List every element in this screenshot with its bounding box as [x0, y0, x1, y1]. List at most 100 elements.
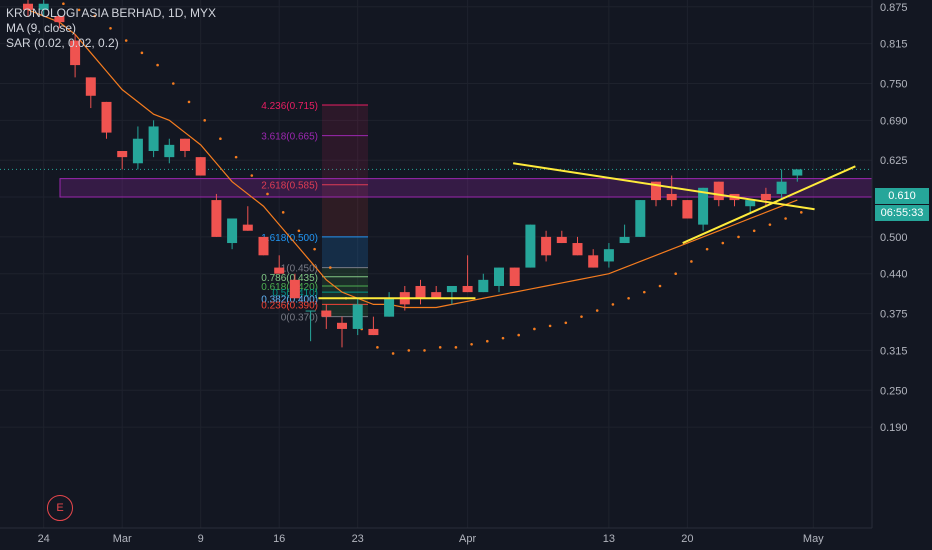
candle	[478, 273, 489, 293]
candle-body	[305, 310, 316, 312]
sar-dot	[376, 346, 379, 349]
candle	[180, 138, 190, 158]
sar-dot	[595, 309, 599, 312]
sar-dot	[690, 260, 693, 263]
trendline[interactable]	[512, 162, 815, 211]
candle	[760, 187, 771, 207]
ma-legend[interactable]: MA (9, close)	[6, 21, 77, 35]
candle	[698, 187, 709, 231]
candle	[85, 77, 96, 109]
candle	[572, 236, 583, 256]
trendline[interactable]	[682, 165, 856, 244]
fib-level-label: 4.236(0.715)	[261, 101, 318, 112]
candle	[148, 120, 159, 158]
candle-body	[180, 138, 190, 151]
time-tick-label: 20	[681, 533, 693, 545]
candle	[195, 157, 206, 176]
trendline-drawings[interactable]	[318, 162, 856, 300]
candle	[588, 249, 599, 268]
price-tick-label: 0.815	[880, 39, 908, 51]
time-tick-label: 23	[352, 533, 364, 545]
time-tick-label: May	[803, 533, 824, 545]
candle-body	[274, 267, 285, 274]
price-tick-label: 0.250	[880, 385, 908, 397]
candle-body	[227, 218, 238, 244]
time-tick-label: 16	[273, 533, 285, 545]
countdown-tag: 06:55:33	[875, 205, 929, 221]
sar-dot	[454, 346, 458, 349]
candle-body	[85, 77, 96, 96]
candle	[603, 243, 614, 268]
sar-dot	[391, 352, 395, 355]
chart-legend: KRONOLOGI ASIA BERHAD, 1D, MYX MA (9, cl…	[6, 6, 216, 51]
candle-body	[242, 224, 253, 231]
resistance-zone[interactable]	[59, 178, 873, 198]
fib-band	[322, 184, 368, 237]
moving-average	[27, 9, 798, 309]
sar-dot	[438, 346, 442, 349]
sar-dot	[423, 349, 426, 352]
sar-dot	[486, 339, 489, 343]
sar-dot	[784, 217, 787, 220]
sar-dot	[219, 137, 222, 141]
candle	[619, 224, 630, 244]
sar-legend[interactable]: SAR (0.02, 0.02, 0.2)	[6, 36, 119, 50]
candle	[635, 200, 646, 237]
price-axis[interactable]: 0.8750.8150.7500.6900.6250.5650.5000.440…	[871, 0, 908, 528]
candle	[541, 230, 552, 262]
candle	[305, 310, 316, 342]
candle	[337, 316, 347, 348]
price-tick-label: 0.375	[880, 309, 908, 321]
sar-dot	[234, 155, 238, 159]
price-tick-label: 0.315	[880, 345, 908, 357]
sar-dot	[580, 315, 583, 318]
price-tick-label: 0.750	[880, 79, 908, 91]
time-tick-label: 9	[198, 533, 204, 545]
sar-dot	[250, 174, 254, 177]
fibonacci-extension[interactable]: 4.236(0.715) 3.618(0.665) 2.618(0.585) 1.61…	[261, 101, 368, 324]
candle-body	[478, 279, 489, 293]
candle-body	[195, 157, 206, 176]
sar-dot	[187, 100, 191, 104]
candle-body	[572, 243, 583, 256]
candle-body	[117, 150, 128, 158]
time-tick-label: Mar	[113, 533, 132, 545]
last-price-tag: 0.610	[875, 188, 929, 204]
candle	[792, 169, 803, 182]
earnings-badge[interactable]: E	[47, 495, 73, 521]
candle	[38, 0, 49, 17]
candle-body	[431, 292, 442, 299]
candle-body	[509, 267, 520, 286]
candle-body	[603, 249, 614, 262]
ma-line	[27, 9, 798, 309]
sar-dot	[705, 247, 709, 251]
sar-dot	[77, 8, 81, 12]
price-tick-label: 0.875	[880, 2, 908, 14]
candle-body	[415, 285, 426, 299]
parabolic-sar	[62, 2, 803, 355]
candle	[321, 304, 332, 329]
candle	[242, 206, 253, 231]
sar-dot	[407, 349, 411, 352]
candle-body	[23, 3, 33, 10]
sar-dot	[297, 229, 301, 233]
candle	[23, 0, 33, 17]
candlesticks	[23, 0, 803, 348]
time-axis[interactable]: 24 Mar 9 16 23 Apr 13 20 May	[0, 527, 872, 545]
candle	[289, 273, 300, 299]
candle	[509, 267, 520, 286]
sar-dot	[281, 211, 285, 214]
candle-body	[101, 101, 112, 133]
candle-body	[713, 181, 724, 201]
resistance-zone-rect[interactable]	[59, 178, 873, 198]
sar-dot	[800, 211, 803, 214]
symbol-title[interactable]: KRONOLOGI ASIA BERHAD, 1D, MYX	[6, 6, 217, 20]
candle	[682, 200, 693, 219]
fib-band	[322, 104, 368, 185]
candle	[258, 236, 269, 256]
fib-level-label: 3.618(0.665)	[261, 132, 318, 143]
candle	[462, 255, 473, 293]
candle-body	[760, 193, 771, 201]
